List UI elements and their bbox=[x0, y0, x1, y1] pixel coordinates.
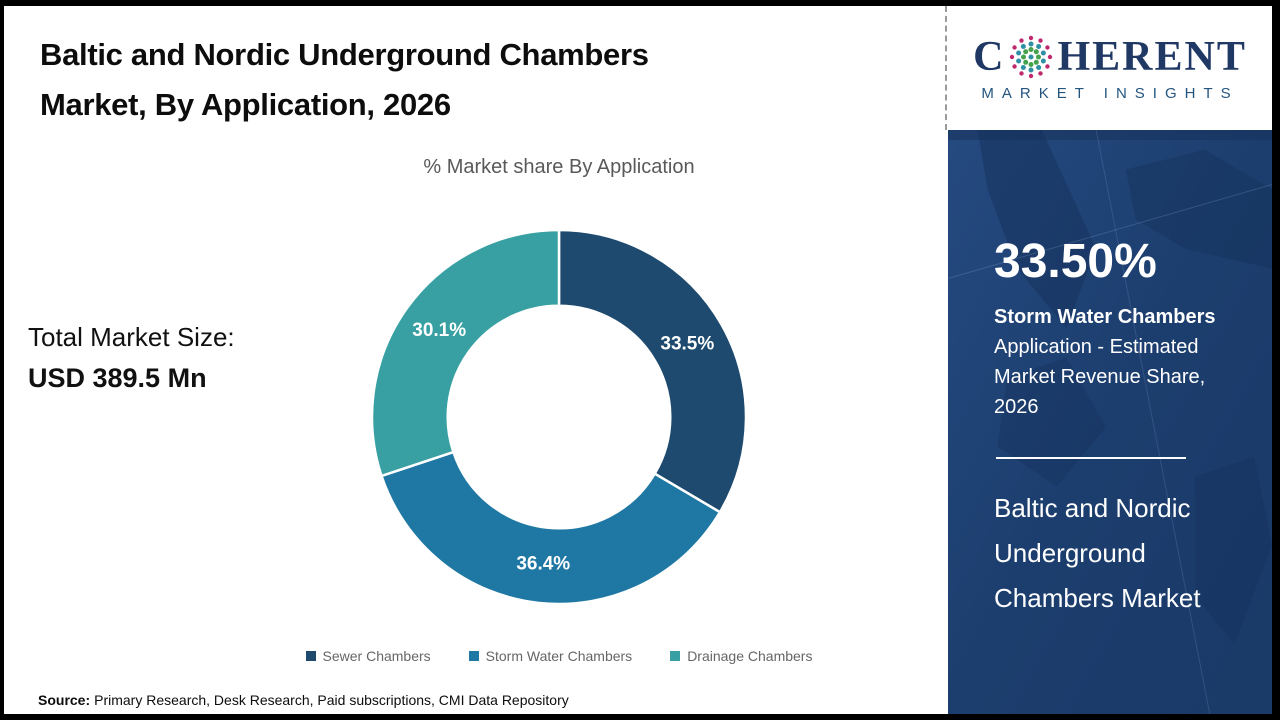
market-name-footer: Baltic and Nordic Underground Chambers M… bbox=[994, 493, 1201, 613]
total-market-size-label: Total Market Size: bbox=[28, 322, 235, 352]
legend-label: Storm Water Chambers bbox=[485, 648, 633, 664]
divider-line bbox=[996, 457, 1186, 459]
donut-slice-0 bbox=[557, 228, 748, 514]
stat-description-bold: Storm Water Chambers bbox=[994, 306, 1216, 328]
page-title-line2: Market, By Application, 2026 bbox=[40, 87, 451, 122]
total-market-size-value: USD 389.5 Mn bbox=[28, 363, 207, 393]
logo-letters-rest: HERENT bbox=[1057, 34, 1247, 80]
chart-legend: Sewer Chambers Storm Water Chambers Draina… bbox=[159, 648, 959, 664]
sidebar-panel: 33.50% Storm Water Chambers Application … bbox=[948, 130, 1272, 714]
stat-value: 33.50% bbox=[994, 235, 1157, 288]
stat-description-rest: Application - Estimated Market Revenue S… bbox=[994, 336, 1206, 418]
world-map-texture bbox=[948, 130, 1272, 714]
page-title-line1: Baltic and Nordic Underground Chambers bbox=[40, 37, 649, 72]
source-text: Primary Research, Desk Research, Paid su… bbox=[94, 692, 569, 708]
source-note: Source: Primary Research, Desk Research, … bbox=[38, 692, 569, 708]
total-market-size: Total Market Size: USD 389.5 Mn bbox=[28, 322, 235, 394]
source-label: Source: bbox=[38, 692, 91, 708]
logo-box: C HERENT MARKET INSIGHTS bbox=[948, 6, 1272, 130]
legend-marker-icon bbox=[670, 651, 681, 661]
legend-item-2: Drainage Chambers bbox=[670, 648, 812, 664]
main-panel: Baltic and Nordic Underground Chambers M… bbox=[4, 6, 1272, 714]
slice-label-0: 33.5% bbox=[660, 333, 714, 354]
stat-description: Storm Water Chambers Application - Estim… bbox=[994, 302, 1246, 422]
dotted-globe-icon bbox=[1010, 35, 1053, 79]
slice-label-1: 36.4% bbox=[516, 553, 570, 574]
legend-item-0: Sewer Chambers bbox=[305, 648, 431, 664]
logo-subtext: MARKET INSIGHTS bbox=[981, 85, 1239, 102]
legend-marker-icon bbox=[305, 651, 316, 661]
donut-slice-2 bbox=[370, 228, 561, 478]
dashed-separator bbox=[945, 6, 947, 130]
page-title: Baltic and Nordic Underground Chambers M… bbox=[40, 30, 840, 130]
legend-label: Sewer Chambers bbox=[322, 648, 431, 664]
coherent-logo: C HERENT bbox=[973, 34, 1247, 80]
legend-item-1: Storm Water Chambers bbox=[468, 648, 633, 664]
chart-subtitle: % Market share By Application bbox=[423, 156, 695, 178]
slice-label-2: 30.1% bbox=[412, 320, 466, 341]
legend-marker-icon bbox=[468, 651, 479, 661]
donut-chart: 33.5% 36.4% 30.1% bbox=[370, 228, 748, 606]
legend-label: Drainage Chambers bbox=[687, 648, 813, 664]
donut-slice-1 bbox=[380, 450, 722, 606]
logo-letter-c: C bbox=[973, 34, 1006, 80]
